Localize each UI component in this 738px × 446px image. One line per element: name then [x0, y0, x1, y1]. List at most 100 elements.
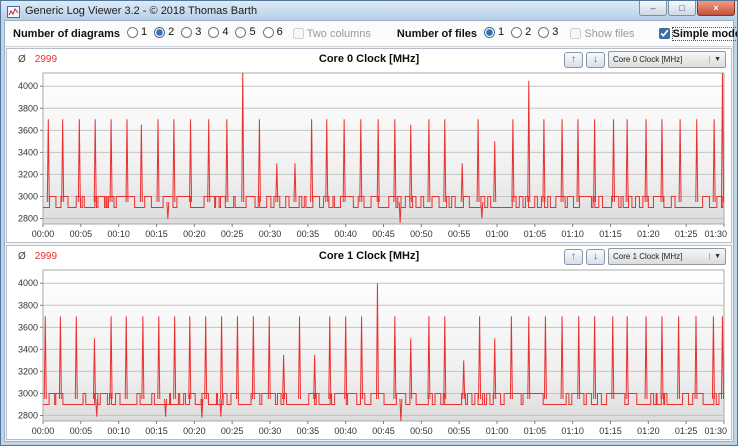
- spike-line: [125, 119, 129, 202]
- x-tick-label: 01:10: [561, 229, 584, 239]
- spike-line: [74, 316, 78, 399]
- y-tick-label: 3200: [18, 366, 38, 376]
- series-group: [43, 283, 724, 421]
- chart0-move-down-button[interactable]: ↓: [586, 51, 605, 68]
- spike-line: [560, 316, 564, 399]
- file-count-radio-1[interactable]: [484, 26, 495, 38]
- spike-line: [359, 119, 363, 202]
- simple-mode-label: Simple mode: [671, 26, 737, 41]
- x-tick-label: 01:05: [524, 229, 547, 239]
- spike-line: [678, 119, 682, 202]
- spike-line: [124, 316, 128, 399]
- spike-line: [58, 316, 62, 399]
- spike-line: [157, 316, 161, 399]
- show-files-checkbox-item[interactable]: Show files: [570, 27, 635, 40]
- show-files-label: Show files: [584, 27, 635, 40]
- spike-line: [576, 119, 580, 202]
- up-arrow-icon: ↑: [571, 53, 576, 65]
- spike-line: [712, 119, 716, 202]
- file-count-radio-2[interactable]: [511, 26, 523, 38]
- baseline-series-line: [43, 195, 724, 208]
- x-tick-label: 00:40: [334, 229, 357, 239]
- two-columns-checkbox[interactable]: [292, 28, 304, 39]
- spike-line: [527, 316, 531, 399]
- file-count-option-2[interactable]: 2: [511, 26, 531, 38]
- spike-line: [189, 119, 193, 202]
- file-count-radio-3[interactable]: [538, 26, 550, 38]
- chart1-move-up-button[interactable]: ↑: [564, 248, 583, 265]
- two-columns-checkbox-item[interactable]: Two columns: [292, 28, 371, 40]
- chart1-header: Ø 2999 Core 1 Clock [MHz] ↑ ↓ Core 1 Cloc…: [7, 246, 731, 267]
- file-count-label-3: 3: [552, 26, 559, 39]
- diagram-count-option-1[interactable]: 1: [126, 26, 148, 39]
- chart0-average-value: 2999: [34, 54, 58, 65]
- plot-background: [42, 72, 725, 225]
- x-tick-label: 00:40: [334, 426, 357, 436]
- dip-line: [164, 398, 168, 417]
- dip-line: [200, 398, 204, 418]
- x-tick-label: 00:25: [221, 426, 244, 436]
- spike-line: [511, 119, 515, 202]
- y-tick-label: 3400: [18, 147, 38, 157]
- spike-line: [207, 119, 211, 202]
- titlebar: Generic Log Viewer 3.2 - © 2018 Thomas B…: [1, 1, 737, 20]
- spike-line: [509, 316, 513, 399]
- diagram-count-option-3[interactable]: 3: [181, 26, 201, 38]
- file-count-option-1[interactable]: 1: [484, 26, 504, 38]
- chart1-title: Core 1 Clock [MHz]: [318, 250, 420, 262]
- chart0-signal-selected: Core 0 Clock [MHz]: [613, 55, 683, 64]
- dip-line: [480, 201, 484, 219]
- maximize-button[interactable]: □: [668, 1, 696, 16]
- chart0-signal-select[interactable]: Core 0 Clock [MHz] ▼: [608, 51, 726, 68]
- diagram-count-radio-2[interactable]: [154, 26, 166, 38]
- baseline-series-line: [43, 392, 724, 405]
- diagram-count-radio-3[interactable]: [181, 26, 193, 38]
- x-tick-label: 01:15: [599, 426, 622, 436]
- diagram-count-label-1: 1: [140, 26, 148, 39]
- y-tick-label: 3600: [18, 322, 38, 332]
- x-tick-label: 00:55: [448, 426, 471, 436]
- diagram-count-radio-5[interactable]: [235, 26, 247, 38]
- diagram-count-radio-4[interactable]: [208, 26, 220, 38]
- close-button[interactable]: ×: [697, 1, 735, 16]
- x-tick-label: 01:25: [675, 229, 698, 239]
- diagram-count-option-6[interactable]: 6: [262, 26, 283, 38]
- x-tick-label: 00:00: [32, 426, 55, 436]
- dip-line: [219, 398, 223, 417]
- diagram-count-option-2[interactable]: 2: [154, 26, 174, 38]
- x-tick-label: 00:05: [70, 426, 93, 436]
- plot-background: [42, 269, 725, 422]
- diagram-count-radio-1[interactable]: [126, 26, 138, 38]
- spike-line: [235, 316, 239, 399]
- diagram-count-option-4[interactable]: 4: [208, 26, 228, 38]
- chart0-move-up-button[interactable]: ↑: [564, 51, 583, 68]
- average-symbol: Ø: [18, 251, 26, 262]
- show-files-checkbox[interactable]: [570, 28, 582, 39]
- spike-line: [257, 119, 261, 202]
- spike-line: [375, 283, 379, 399]
- y-tick-label: 3800: [18, 300, 38, 310]
- simple-mode-checkbox[interactable]: [658, 28, 670, 39]
- chart1-move-down-button[interactable]: ↓: [586, 248, 605, 265]
- simple-mode-checkbox-item[interactable]: Simple mode: [658, 26, 737, 41]
- y-tick-label: 4000: [18, 81, 38, 91]
- dip-line: [166, 201, 170, 220]
- y-tick-label: 2800: [18, 410, 38, 420]
- spike-line: [188, 316, 192, 399]
- chart1-signal-select[interactable]: Core 1 Clock [MHz] ▼: [608, 248, 726, 265]
- window-controls: – □ ×: [639, 1, 735, 16]
- diagram-count-option-5[interactable]: 5: [235, 26, 256, 38]
- spike-line: [695, 119, 699, 202]
- minimize-button[interactable]: –: [639, 1, 667, 16]
- spike-line: [542, 119, 546, 202]
- chart1-controls: ↑ ↓ Core 1 Clock [MHz] ▼: [564, 248, 726, 265]
- spike-line: [721, 316, 724, 399]
- file-count-option-3[interactable]: 3: [538, 26, 558, 38]
- diagram-count-radio-6[interactable]: [262, 26, 274, 38]
- chart0-controls: ↑ ↓ Core 0 Clock [MHz] ▼: [564, 51, 726, 68]
- spike-line: [275, 163, 279, 202]
- spike-line: [342, 119, 346, 202]
- chart1-signal-selected: Core 1 Clock [MHz]: [613, 252, 683, 261]
- spike-line: [478, 316, 482, 399]
